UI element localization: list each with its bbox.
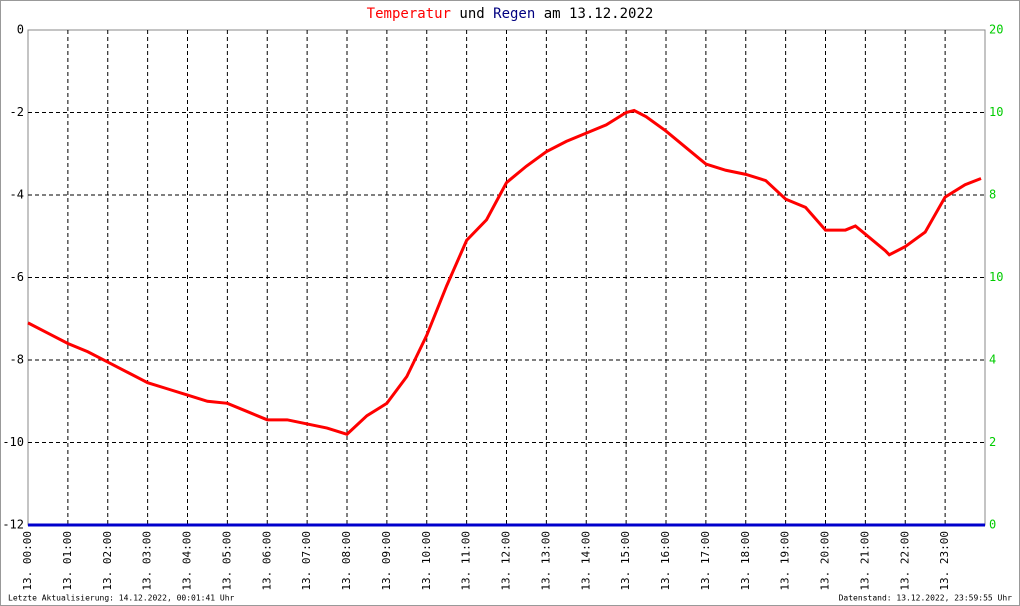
y2-tick-label: 20 [989, 23, 1003, 37]
x-tick-label: 13. 17:00 [699, 531, 712, 591]
title-part: Regen [493, 6, 535, 22]
title-part: und [459, 6, 484, 22]
y-tick-label: -2 [10, 105, 24, 119]
y2-tick-label: 10 [989, 105, 1003, 119]
y-tick-label: -6 [10, 270, 24, 284]
x-tick-label: 13. 16:00 [659, 531, 672, 591]
x-tick-label: 13. 01:00 [61, 531, 74, 591]
chart-title: Temperatur und Regen am 13.12.2022 [367, 6, 654, 22]
x-tick-label: 13. 04:00 [181, 531, 194, 591]
x-tick-label: 13. 13:00 [539, 531, 552, 591]
x-tick-label: 13. 02:00 [101, 531, 114, 591]
x-tick-label: 13. 23:00 [938, 531, 951, 591]
x-tick-label: 13. 18:00 [739, 531, 752, 591]
y2-tick-label: 8 [989, 188, 996, 202]
y2-tick-label: 10 [989, 270, 1003, 284]
footer-left: Letzte Aktualisierung: 14.12.2022, 00:01… [8, 594, 235, 603]
x-tick-label: 13. 21:00 [858, 531, 871, 591]
y2-tick-label: 0 [989, 518, 996, 532]
x-tick-label: 13. 09:00 [380, 531, 393, 591]
footer-right: Datenstand: 13.12.2022, 23:59:55 Uhr [839, 594, 1013, 603]
x-tick-label: 13. 20:00 [819, 531, 832, 591]
series-line [27, 108, 982, 436]
x-tick-label: 13. 05:00 [220, 531, 233, 591]
x-tick-label: 13. 12:00 [500, 531, 513, 591]
title-part: am 13.12.2022 [544, 6, 654, 22]
x-tick-label: 13. 07:00 [300, 531, 313, 591]
y-tick-label: -12 [2, 518, 24, 532]
y2-tick-label: 2 [989, 435, 996, 449]
x-tick-label: 13. 00:00 [21, 531, 34, 591]
x-tick-label: 13. 10:00 [420, 531, 433, 591]
y-tick-label: -10 [2, 435, 24, 449]
x-tick-label: 13. 22:00 [898, 531, 911, 591]
title-part: Temperatur [367, 6, 451, 22]
y2-tick-label: 4 [989, 353, 996, 367]
x-tick-label: 13. 14:00 [579, 531, 592, 591]
x-tick-label: 13. 11:00 [460, 531, 473, 591]
x-tick-label: 13. 03:00 [141, 531, 154, 591]
x-tick-label: 13. 06:00 [260, 531, 273, 591]
y-tick-label: -8 [10, 353, 24, 367]
x-tick-label: 13. 08:00 [340, 531, 353, 591]
x-tick-label: 13. 19:00 [779, 531, 792, 591]
y-tick-label: 0 [17, 23, 24, 37]
y-tick-label: -4 [10, 188, 24, 202]
x-tick-label: 13. 15:00 [619, 531, 632, 591]
